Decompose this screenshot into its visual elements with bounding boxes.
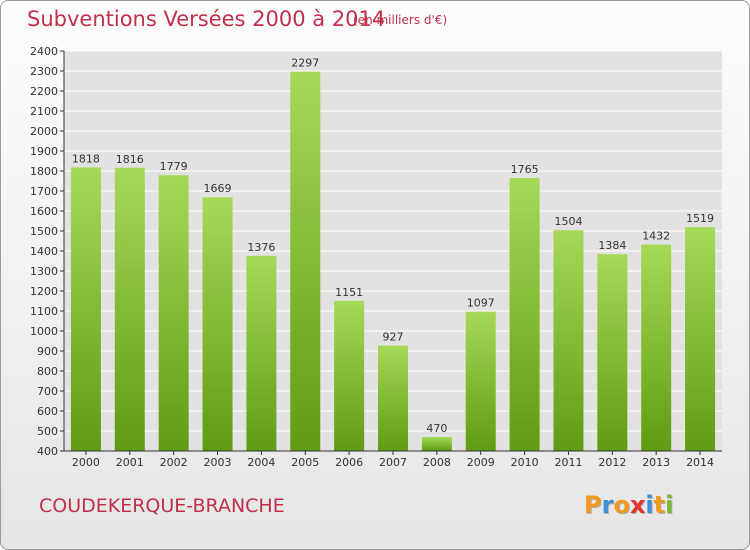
bar-2008 <box>421 437 452 451</box>
x-tick-label-2002: 2002 <box>160 456 188 469</box>
x-tick-label-2009: 2009 <box>467 456 495 469</box>
y-tick-label: 1300 <box>30 265 58 278</box>
data-label-2003: 1669 <box>204 182 232 195</box>
y-tick-label: 800 <box>37 365 58 378</box>
bar-2014 <box>685 227 716 451</box>
data-label-2007: 927 <box>383 331 404 344</box>
y-tick-label: 2000 <box>30 125 58 138</box>
data-label-2008: 470 <box>426 422 447 435</box>
data-labels: 1818 1816 1779 1669 1376 2297 1151 927 470 1097 17… <box>72 57 714 435</box>
logo-letter: x <box>629 491 646 519</box>
data-label-2000: 1818 <box>72 152 100 165</box>
y-tick-label: 600 <box>37 405 58 418</box>
logo-letter: t <box>653 491 666 519</box>
y-tick-label: 900 <box>37 345 58 358</box>
y-tick-label: 2100 <box>30 105 58 118</box>
y-tick-label: 1000 <box>30 325 58 338</box>
logo-letter: i <box>645 491 654 519</box>
x-tick-label-2008: 2008 <box>423 456 451 469</box>
y-tick-label: 1100 <box>30 305 58 318</box>
bar-2003 <box>202 197 233 451</box>
x-tick-label-2014: 2014 <box>686 456 714 469</box>
y-tick-label: 1700 <box>30 185 58 198</box>
data-label-2013: 1432 <box>642 230 670 243</box>
x-tick-label-2004: 2004 <box>247 456 275 469</box>
bars <box>70 71 716 452</box>
x-tick-label-2001: 2001 <box>116 456 144 469</box>
bar-2004 <box>246 255 277 451</box>
data-label-2011: 1504 <box>554 215 582 228</box>
bar-2010 <box>509 178 540 451</box>
y-axis-ticks: 400 500 600 700 800 900 1000 1100 1200 1300 1400 15… <box>30 45 64 458</box>
x-axis-ticks: 2000 2001 2002 2003 2004 2005 2006 2007 2008 2009… <box>72 451 714 469</box>
x-tick-label-2005: 2005 <box>291 456 319 469</box>
data-label-2014: 1519 <box>686 212 714 225</box>
x-tick-label-2003: 2003 <box>204 456 232 469</box>
y-tick-label: 1900 <box>30 145 58 158</box>
y-tick-label: 2300 <box>30 65 58 78</box>
x-tick-label-2000: 2000 <box>72 456 100 469</box>
logo-letter: i <box>665 491 674 519</box>
data-label-2010: 1765 <box>511 163 539 176</box>
x-tick-label-2006: 2006 <box>335 456 363 469</box>
proxiti-logo: Proxiti <box>584 491 673 519</box>
y-tick-label: 1500 <box>30 225 58 238</box>
chart-subtitle: (en milliers d'€) <box>353 13 448 27</box>
y-tick-label: 1200 <box>30 285 58 298</box>
x-tick-label-2010: 2010 <box>511 456 539 469</box>
commune-name: COUDEKERQUE-BRANCHE <box>39 495 285 517</box>
data-label-2002: 1779 <box>160 160 188 173</box>
x-tick-label-2012: 2012 <box>598 456 626 469</box>
y-tick-label: 2200 <box>30 85 58 98</box>
data-label-2012: 1384 <box>598 239 626 252</box>
bar-2005 <box>290 71 321 451</box>
y-tick-label: 400 <box>37 445 58 458</box>
logo-letter: P <box>584 491 602 519</box>
logo-letter: o <box>613 491 630 519</box>
x-tick-label-2011: 2011 <box>554 456 582 469</box>
y-tick-label: 1400 <box>30 245 58 258</box>
bar-2007 <box>378 345 408 451</box>
x-tick-label-2013: 2013 <box>642 456 670 469</box>
bar-2006 <box>334 300 365 451</box>
chart-title: Subventions Versées 2000 à 2014 <box>27 7 386 31</box>
bar-2012 <box>597 254 628 451</box>
data-label-2005: 2297 <box>291 57 319 70</box>
bar-2009 <box>465 311 496 451</box>
logo-letter: r <box>601 491 614 519</box>
data-label-2006: 1151 <box>335 286 363 299</box>
data-label-2004: 1376 <box>247 241 275 254</box>
y-tick-label: 2400 <box>30 45 58 58</box>
bar-2001 <box>114 167 145 452</box>
bar-2000 <box>70 167 101 451</box>
data-label-2009: 1097 <box>467 297 495 310</box>
bar-2013 <box>641 244 672 451</box>
bar-2011 <box>553 230 584 451</box>
y-tick-label: 500 <box>37 425 58 438</box>
bar-2002 <box>158 175 189 451</box>
y-tick-label: 700 <box>37 385 58 398</box>
y-tick-label: 1800 <box>30 165 58 178</box>
data-label-2001: 1816 <box>116 153 144 166</box>
y-tick-label: 1600 <box>30 205 58 218</box>
x-tick-label-2007: 2007 <box>379 456 407 469</box>
